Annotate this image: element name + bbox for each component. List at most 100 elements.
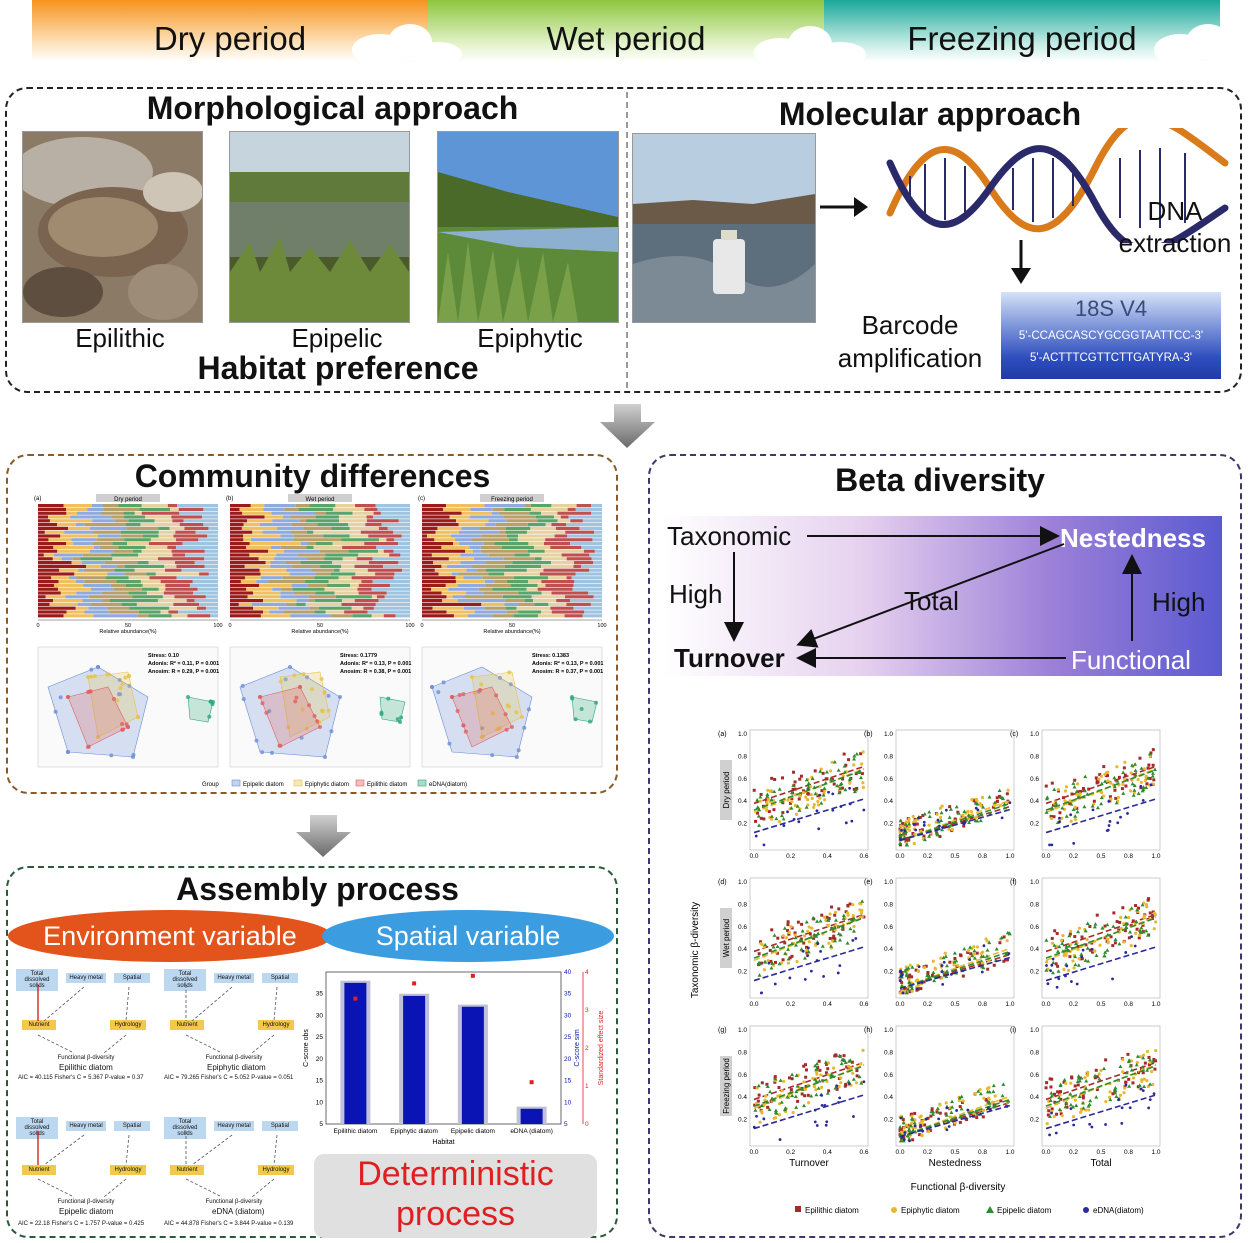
- stacked-bar-segment: [506, 580, 529, 584]
- stacked-bar-segment: [461, 526, 480, 530]
- scatter-point: [758, 1120, 762, 1124]
- stacked-bar-segment: [295, 504, 310, 508]
- stacked-bar-segment: [591, 504, 602, 508]
- scatter-point: [1051, 957, 1055, 961]
- stacked-bar-segment: [38, 545, 54, 549]
- scatter-point: [913, 1118, 917, 1122]
- scatter-point: [1057, 977, 1061, 981]
- scatter-point: [1044, 796, 1049, 801]
- stacked-bar-segment: [422, 511, 462, 515]
- scatter-point: [1141, 923, 1145, 927]
- scatter-point: [775, 951, 779, 955]
- scatter-point: [1073, 962, 1078, 967]
- stacked-bar-segment: [76, 576, 106, 580]
- legend-label: Epipelic diatom: [997, 1206, 1052, 1215]
- stacked-bar-segment: [518, 534, 555, 538]
- scatter-point: [1045, 960, 1049, 964]
- scatter-x-tick: 1.0: [1005, 853, 1014, 860]
- stacked-bar-segment: [386, 538, 395, 542]
- scatter-point: [979, 804, 983, 808]
- sem-node-tds: Total dissolved solids: [16, 1117, 58, 1139]
- scatter-point: [986, 1100, 991, 1104]
- scatter-point: [979, 812, 984, 817]
- nmds-point: [267, 709, 272, 714]
- stacked-bar-segment: [473, 557, 504, 561]
- stacked-bar-segment: [469, 515, 504, 519]
- scatter-point: [923, 965, 927, 970]
- y-tick-label: 10: [316, 1099, 324, 1106]
- bar-x-tick: 100: [597, 623, 606, 629]
- scatter-point: [1113, 1088, 1118, 1093]
- scatter-point: [1087, 787, 1091, 791]
- scatter-y-tick: 0.6: [1030, 1072, 1039, 1079]
- stacked-bar-segment: [258, 557, 275, 561]
- stacked-bar-segment: [293, 534, 324, 538]
- stacked-bar-segment: [502, 595, 532, 599]
- scatter-point: [970, 953, 975, 958]
- stacked-bar-segment: [63, 504, 92, 508]
- scatter-point: [790, 1077, 794, 1081]
- scatter-point: [809, 793, 813, 797]
- stacked-bar-segment: [324, 557, 343, 561]
- scatter-point: [755, 1114, 758, 1118]
- scatter-point: [1049, 1093, 1054, 1098]
- nmds-point: [570, 696, 575, 701]
- stacked-bar-segment: [383, 564, 410, 568]
- flow-arrow-down-icon-2: [296, 815, 351, 857]
- stacked-bar-segment: [38, 534, 61, 538]
- scatter-point: [1119, 815, 1122, 819]
- stacked-bar-segment: [230, 561, 266, 565]
- stacked-bar-segment: [92, 519, 115, 523]
- scatter-point: [1058, 811, 1062, 815]
- scatter-point: [907, 828, 912, 833]
- scatter-point: [1128, 1106, 1132, 1110]
- scatter-point: [978, 818, 983, 823]
- scatter-point: [786, 947, 791, 951]
- scatter-point: [790, 1093, 795, 1098]
- scatter-point: [793, 780, 797, 784]
- scatter-y-tick: 0.2: [1030, 1117, 1039, 1124]
- stacked-bar-segment: [274, 557, 308, 561]
- scatter-point: [922, 823, 926, 827]
- stacked-bar-segment: [230, 549, 269, 553]
- scatter-point: [1048, 843, 1051, 847]
- scatter-point: [828, 777, 833, 781]
- stacked-bar-segment: [457, 599, 505, 603]
- scatter-point: [762, 843, 766, 847]
- scatter-y-tick: 0.6: [1030, 776, 1039, 783]
- stacked-bar-segment: [290, 515, 316, 519]
- stacked-bar-segment: [71, 538, 97, 542]
- scatter-point: [808, 932, 812, 936]
- scatter-point: [1128, 789, 1133, 793]
- stacked-bar-segment: [38, 561, 72, 565]
- scatter-point: [1108, 795, 1112, 799]
- stacked-bar-segment: [230, 591, 254, 595]
- scatter-point: [948, 960, 952, 964]
- scatter-point: [1057, 1095, 1062, 1100]
- stacked-bar-segment: [265, 561, 271, 565]
- scatter-point: [905, 1123, 909, 1127]
- scatter-point: [1103, 924, 1107, 928]
- stacked-bar-segment: [66, 507, 88, 511]
- scatter-point: [752, 788, 756, 792]
- stacked-bar-segment: [99, 545, 119, 549]
- scatter-point: [945, 1128, 949, 1132]
- nmds-point: [498, 675, 503, 680]
- scatter-point: [1152, 927, 1156, 931]
- scatter-point: [771, 944, 776, 949]
- stacked-bar-segment: [452, 595, 465, 599]
- stacked-bar-segment: [244, 564, 271, 568]
- scatter-point: [781, 958, 785, 962]
- scatter-point: [825, 1079, 829, 1084]
- scatter-point: [843, 1060, 848, 1065]
- scatter-point: [1104, 1058, 1108, 1062]
- scatter-point: [1064, 1101, 1069, 1105]
- scatter-point: [830, 760, 834, 764]
- scatter-point: [1062, 1077, 1067, 1082]
- scatter-point: [1007, 952, 1011, 955]
- nmds-point: [480, 734, 485, 739]
- scatter-point: [1083, 774, 1088, 779]
- scatter-y-tick: 0.2: [738, 969, 747, 976]
- scatter-point: [1137, 936, 1141, 940]
- scatter-point: [1153, 1067, 1157, 1071]
